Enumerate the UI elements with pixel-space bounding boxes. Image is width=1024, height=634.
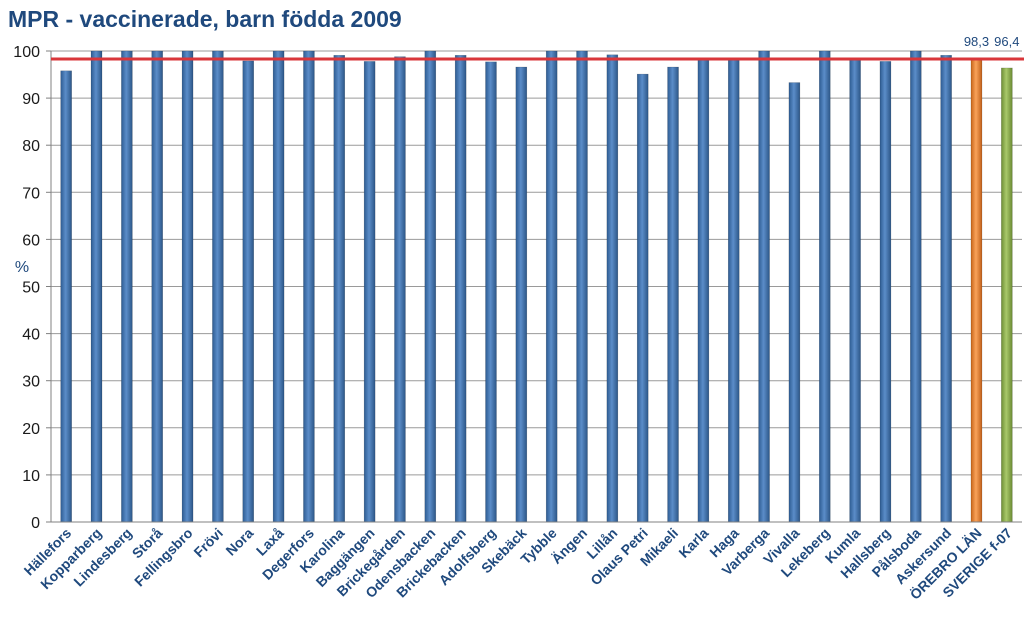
y-axis-ticks: 0 10 20 30 40 50 60 70 80 90 100 bbox=[13, 44, 51, 532]
y-tick-label: 60 bbox=[22, 232, 40, 249]
bar-31 bbox=[1001, 67, 1013, 523]
bar-23 bbox=[758, 50, 770, 523]
bar-27 bbox=[879, 61, 892, 523]
bar-11 bbox=[394, 56, 406, 523]
bar-3 bbox=[151, 50, 163, 523]
bar-16 bbox=[545, 50, 558, 523]
bar-4 bbox=[181, 50, 194, 523]
data-label: 96,4 bbox=[994, 34, 1019, 49]
bar-10 bbox=[363, 61, 376, 523]
bar-0 bbox=[60, 70, 72, 523]
bar-9 bbox=[333, 54, 346, 523]
y-tick-label: 0 bbox=[31, 515, 40, 532]
bar-26 bbox=[849, 58, 861, 523]
bar-22 bbox=[727, 57, 740, 523]
x-tick-label: Karla bbox=[675, 525, 711, 561]
y-tick-label: 80 bbox=[22, 138, 40, 155]
bar-8 bbox=[303, 50, 315, 523]
bar-21 bbox=[697, 58, 710, 523]
bar-15 bbox=[515, 66, 528, 523]
x-tick-label: Frövi bbox=[190, 525, 226, 561]
y-tick-label: 20 bbox=[22, 421, 40, 438]
y-tick-label: 100 bbox=[13, 44, 40, 61]
data-label: 98,3 bbox=[964, 34, 989, 49]
bar-14 bbox=[485, 61, 497, 523]
bar-17 bbox=[576, 50, 588, 523]
bar-5 bbox=[212, 50, 224, 523]
bar-1 bbox=[90, 50, 103, 523]
bar-28 bbox=[910, 50, 922, 523]
bar-6 bbox=[242, 60, 254, 523]
bars bbox=[60, 50, 1013, 523]
bar-19 bbox=[636, 73, 649, 523]
y-tick-label: 50 bbox=[22, 280, 40, 297]
y-tick-label: 30 bbox=[22, 374, 40, 391]
gridlines bbox=[51, 50, 1022, 476]
x-tick-label: Nora bbox=[222, 525, 256, 559]
bar-24 bbox=[788, 82, 801, 523]
bar-30 bbox=[970, 58, 983, 523]
y-tick-label: 70 bbox=[22, 185, 40, 202]
chart-title: MPR - vaccinerade, barn födda 2009 bbox=[8, 6, 402, 32]
x-axis-ticks: HälleforsKopparbergLindesbergStoråFellin… bbox=[21, 525, 1015, 603]
y-tick-label: 40 bbox=[22, 327, 40, 344]
y-tick-label: 10 bbox=[22, 468, 40, 485]
data-labels: 98,3 96,4 bbox=[964, 34, 1020, 49]
bar-20 bbox=[667, 66, 679, 523]
bar-12 bbox=[424, 50, 437, 523]
bar-29 bbox=[940, 54, 952, 523]
bar-18 bbox=[606, 54, 619, 523]
bar-25 bbox=[819, 50, 831, 523]
bar-2 bbox=[121, 50, 133, 523]
bar-13 bbox=[454, 54, 467, 523]
y-axis-label: % bbox=[15, 259, 29, 276]
bar-7 bbox=[272, 50, 285, 523]
y-tick-label: 90 bbox=[22, 91, 40, 108]
axes bbox=[50, 51, 1022, 523]
